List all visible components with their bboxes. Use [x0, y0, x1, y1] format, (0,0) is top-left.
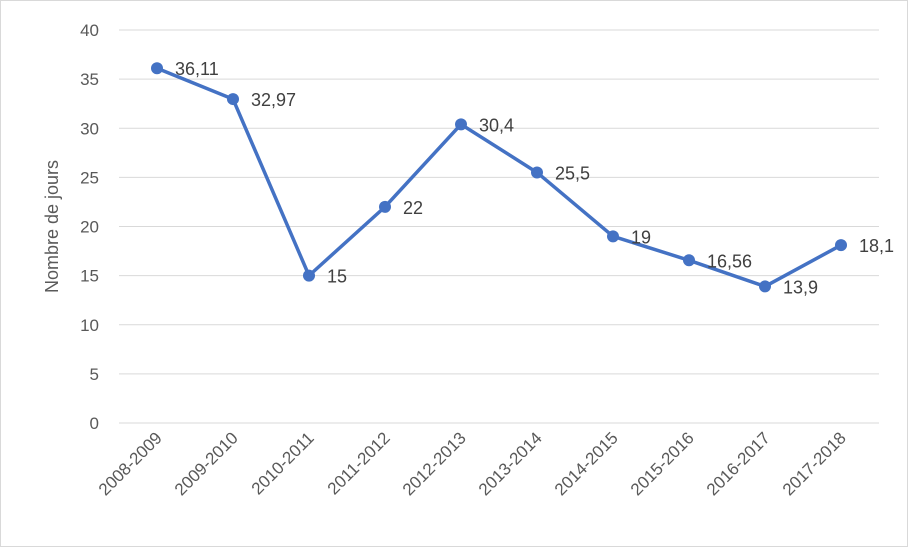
data-point: [683, 254, 695, 267]
data-point: [227, 93, 239, 106]
data-point: [531, 166, 543, 179]
data-label: 25,5: [555, 163, 590, 183]
y-axis-title: Nombre de jours: [42, 160, 62, 293]
x-tick-label: 2009-2010: [171, 428, 242, 499]
y-tick-label: 30: [80, 119, 99, 138]
y-axis-ticks: 0 5 10 15 20 25 30 35 40: [80, 21, 99, 433]
data-label: 22: [403, 198, 423, 218]
x-tick-label: 2015-2016: [627, 428, 698, 499]
data-label: 13,9: [783, 277, 818, 297]
y-tick-label: 35: [80, 70, 99, 89]
x-tick-label: 2012-2013: [399, 428, 470, 499]
data-label: 30,4: [479, 115, 514, 135]
series-line: [156, 66, 842, 289]
data-point: [151, 62, 163, 75]
data-label: 32,97: [251, 90, 296, 110]
y-tick-label: 25: [80, 168, 99, 187]
data-label: 18,1: [859, 236, 894, 256]
data-point: [835, 239, 847, 252]
data-point: [607, 230, 619, 243]
x-tick-label: 2010-2011: [248, 428, 318, 498]
data-point: [303, 269, 315, 282]
x-tick-label: 2008-2009: [95, 428, 166, 499]
data-label: 19: [631, 227, 651, 247]
x-tick-label: 2013-2014: [475, 428, 546, 499]
data-point: [759, 280, 771, 293]
data-point: [379, 200, 391, 213]
data-label: 36,11: [175, 59, 219, 79]
x-tick-label: 2011-2012: [324, 428, 394, 498]
x-axis-ticks: 2008-2009 2009-2010 2010-2011 2011-2012 2012…: [95, 428, 850, 499]
data-point: [455, 118, 467, 131]
y-tick-label: 20: [80, 218, 99, 237]
y-tick-label: 0: [90, 414, 99, 433]
x-tick-label: 2016-2017: [703, 428, 774, 499]
data-label: 16,56: [707, 251, 752, 271]
y-tick-label: 10: [80, 316, 99, 335]
gridlines: [119, 29, 879, 424]
x-tick-label: 2014-2015: [551, 428, 622, 499]
x-tick-label: 2017-2018: [779, 428, 850, 499]
data-label: 15: [327, 267, 347, 287]
data-labels: 36,11 32,97 15 22 30,4 25,5 19 16,56 13,9 18,1: [175, 59, 894, 297]
y-tick-label: 5: [90, 365, 99, 384]
y-tick-label: 15: [80, 267, 99, 286]
series-group: [151, 62, 847, 293]
y-tick-label: 40: [80, 21, 99, 40]
